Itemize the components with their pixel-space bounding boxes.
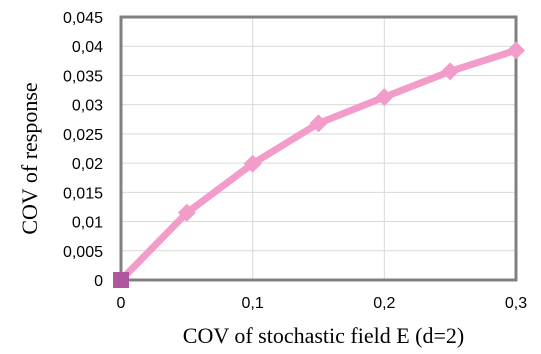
y-tick-labels: 0 0,005 0,01 0,015 0,02 0,025 0,03 0,035 0,04 0,0… [63, 10, 103, 290]
series-0-point-0 [113, 272, 129, 288]
y-tick-label-7: 0,035 [63, 68, 103, 85]
series-0-point-3 [309, 114, 328, 133]
y-tick-label-4: 0,02 [72, 156, 103, 173]
y-tick-label-1: 0,005 [63, 244, 103, 261]
y-tick-label-6: 0,03 [72, 98, 103, 115]
x-tick-label-0: 0 [117, 295, 126, 312]
series-0-point-6 [507, 41, 525, 60]
x-tick-labels: 0 0,1 0,2 0,3 [117, 295, 528, 312]
y-tick-label-5: 0,025 [63, 127, 103, 144]
x-tick-label-2: 0,2 [373, 295, 395, 312]
x-tick-label-1: 0,1 [242, 295, 264, 312]
y-tick-label-8: 0,04 [72, 39, 103, 56]
series-0-point-4 [375, 88, 394, 107]
y-tick-label-0: 0 [94, 273, 103, 290]
series-0-point-5 [441, 62, 460, 81]
series-0-point-2 [243, 154, 262, 173]
plot-area-frame [119, 15, 518, 282]
y-tick-label-3: 0,015 [63, 185, 103, 202]
data-series [113, 41, 525, 288]
y-tick-label-2: 0,01 [72, 215, 103, 232]
x-axis-title: COV of stochastic field E (d=2) [183, 323, 464, 348]
x-tick-label-3: 0,3 [505, 295, 527, 312]
y-tick-label-9: 0,045 [63, 10, 103, 27]
series-0-point-1 [177, 203, 196, 222]
y-axis-title: COV of response [17, 82, 42, 234]
